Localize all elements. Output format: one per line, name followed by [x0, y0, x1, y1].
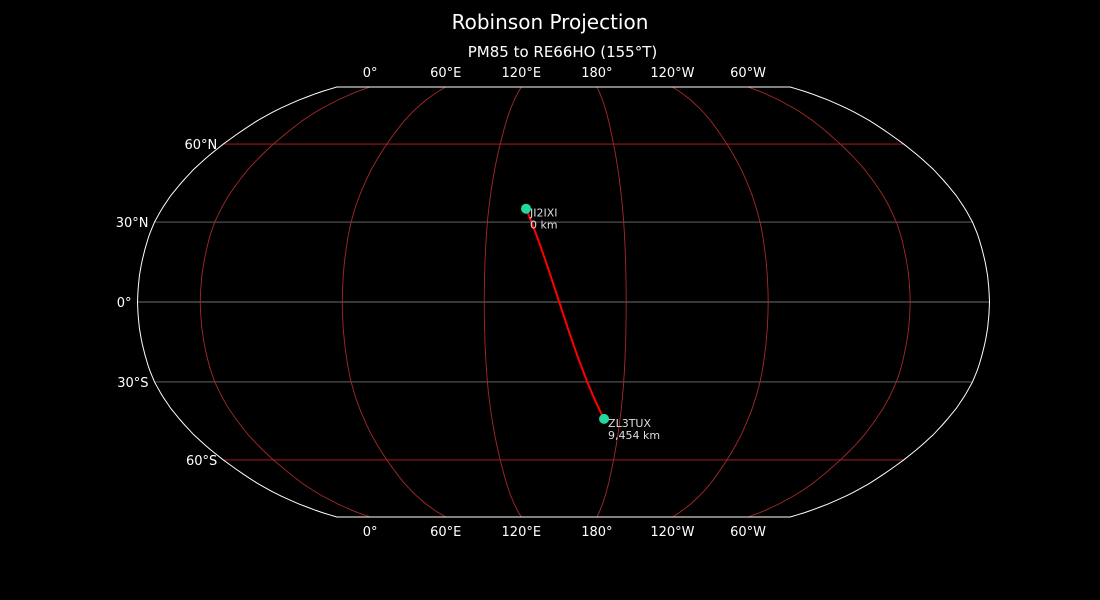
map-title: Robinson Projection: [451, 10, 649, 34]
meridian-line: [483, 86, 522, 518]
lat-tick-label: 30°S: [117, 376, 148, 391]
station-marker: [599, 413, 610, 424]
lat-tick-label: 0°: [117, 296, 132, 311]
station-callsign: ZL3TUX: [608, 417, 651, 430]
lon-tick-label-bottom: 180°: [581, 525, 612, 540]
meridian-line: [199, 86, 371, 518]
lon-tick-label-bottom: 60°E: [430, 525, 461, 540]
meridian-line: [341, 86, 446, 518]
map-subtitle: PM85 to RE66HO (155°T): [467, 43, 658, 61]
lat-tick-label: 60°N: [185, 138, 218, 153]
lon-tick-label-top: 0°: [363, 66, 378, 81]
lon-tick-label-top: 60°W: [730, 66, 766, 81]
station-callsign: JI2IXI: [529, 207, 558, 220]
lon-tick-label-bottom: 0°: [363, 525, 378, 540]
meridian-line: [596, 86, 627, 518]
lon-tick-label-bottom: 120°W: [650, 525, 694, 540]
lon-tick-label-top: 180°: [581, 66, 612, 81]
lon-tick-label-top: 120°W: [650, 66, 694, 81]
great-circle-path: [525, 208, 605, 420]
lon-tick-label-top: 60°E: [430, 66, 461, 81]
lon-tick-label-bottom: 60°W: [730, 525, 766, 540]
station-distance: 0 km: [530, 219, 558, 232]
meridian-line: [747, 86, 911, 518]
meridian-line: [672, 86, 769, 518]
map-border: [136, 86, 991, 518]
station-distance: 9,454 km: [608, 429, 660, 442]
lon-tick-label-bottom: 120°E: [502, 525, 542, 540]
lat-tick-label: 60°S: [186, 454, 217, 469]
station-marker: [521, 203, 532, 214]
lon-tick-label-top: 120°E: [502, 66, 542, 81]
lat-tick-label: 30°N: [116, 216, 149, 231]
